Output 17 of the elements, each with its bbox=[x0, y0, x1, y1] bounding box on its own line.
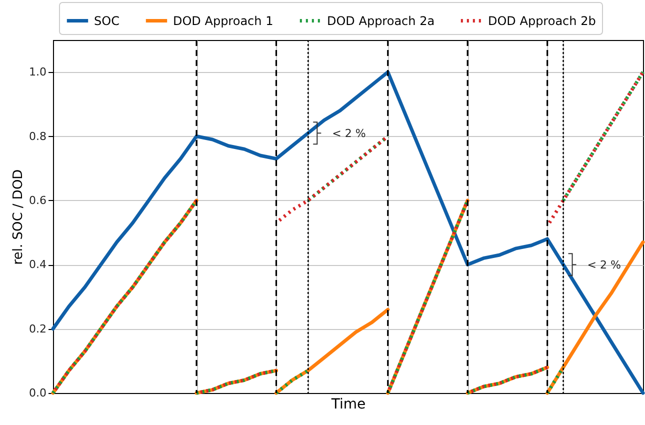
legend-label: DOD Approach 2b bbox=[488, 14, 596, 28]
y-tick-label: 0.0 bbox=[29, 386, 46, 400]
legend-label: DOD Approach 2a bbox=[327, 14, 435, 28]
y-tick-label: 0.6 bbox=[29, 194, 46, 207]
y-tick-label: 0.4 bbox=[29, 258, 46, 272]
line-series bbox=[546, 240, 645, 395]
y-tick-label: 1.0 bbox=[29, 66, 46, 79]
y-tick-label: 0.2 bbox=[29, 322, 46, 336]
annotation: < 2 % bbox=[332, 127, 366, 140]
y-tick-label: 0.8 bbox=[29, 130, 46, 143]
line-series bbox=[274, 308, 390, 395]
x-axis-title: Time bbox=[330, 396, 366, 412]
line-series bbox=[562, 70, 645, 202]
legend-label: SOC bbox=[94, 14, 120, 28]
y-axis-title: rel. SOC / DOD bbox=[11, 169, 26, 265]
annotation: < 2 % bbox=[587, 258, 621, 272]
legend-label: DOD Approach 1 bbox=[173, 14, 274, 28]
